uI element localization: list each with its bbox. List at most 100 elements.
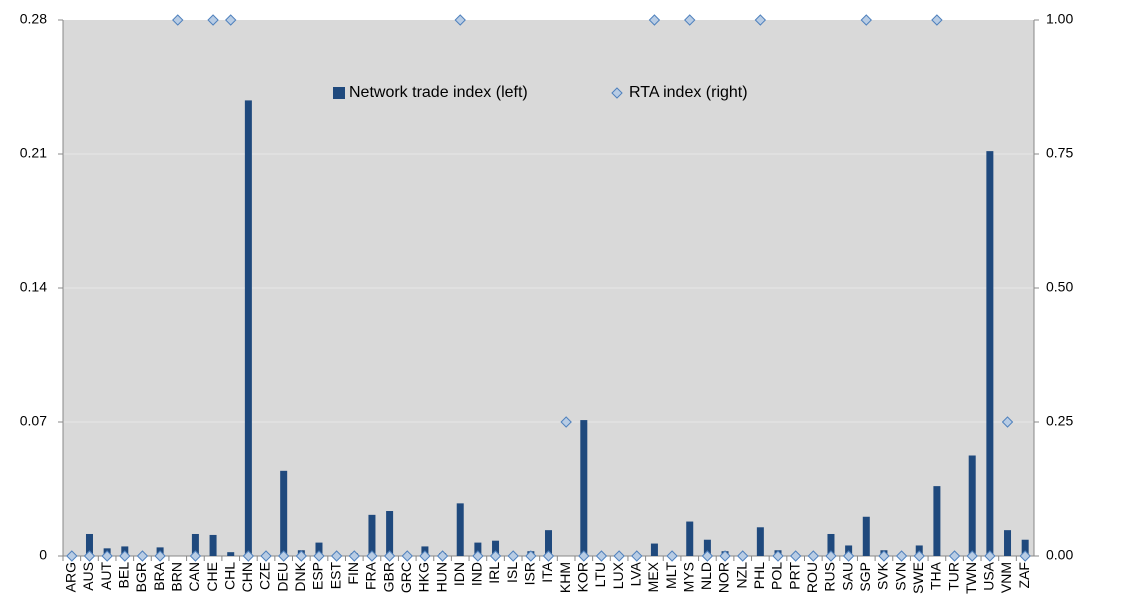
rta-marker	[419, 550, 431, 562]
rta-marker	[66, 550, 78, 562]
rta-marker	[613, 550, 625, 562]
bar	[280, 470, 288, 556]
rta-marker	[789, 550, 802, 562]
x-tick-label: SVN	[892, 562, 908, 591]
bar	[862, 516, 870, 556]
rta-marker	[172, 14, 184, 26]
y2-tick-label: 0.50	[1046, 279, 1073, 295]
bar	[315, 542, 323, 556]
x-tick-label: CHE	[204, 562, 220, 592]
x-tick-label: VNM	[998, 562, 1014, 593]
rta-marker	[83, 550, 96, 562]
y-tick-label: 0.28	[20, 11, 47, 27]
y2-tick-label: 0.75	[1046, 145, 1073, 161]
rta-marker	[313, 550, 325, 562]
rta-marker	[525, 550, 537, 562]
rta-marker	[207, 14, 219, 26]
x-tick-label: IND	[469, 562, 485, 586]
x-tick-label: SWE	[910, 562, 926, 594]
bar	[968, 455, 976, 556]
rta-marker	[489, 550, 502, 562]
legend-swatch	[333, 87, 345, 99]
bar	[756, 527, 764, 556]
bar	[827, 533, 835, 556]
x-tick-label: CHL	[221, 562, 237, 590]
x-tick-label: KOR	[575, 562, 591, 592]
bar	[191, 533, 199, 556]
bar	[227, 552, 235, 556]
rta-marker	[931, 14, 943, 26]
rta-marker	[507, 550, 519, 562]
x-tick-label: ITA	[539, 561, 555, 582]
rta-marker	[1001, 416, 1014, 428]
x-tick-label: NZL	[733, 562, 749, 589]
x-tick-label: FRA	[363, 561, 379, 590]
y2-tick-label: 1.00	[1046, 11, 1073, 27]
bar	[456, 503, 464, 556]
x-tick-label: SVK	[875, 561, 891, 590]
bar	[85, 533, 93, 556]
legend-label: RTA index (right)	[629, 84, 748, 101]
rta-marker	[454, 14, 466, 26]
rta-marker	[348, 550, 361, 562]
rta-marker	[842, 550, 855, 562]
bar	[1021, 539, 1029, 556]
x-tick-label: ZAF	[1016, 562, 1032, 588]
x-tick-label: SAU	[839, 562, 855, 591]
rta-marker	[736, 550, 749, 562]
y2-tick-label: 0.00	[1046, 547, 1073, 563]
rta-marker	[984, 550, 996, 562]
x-tick-label: USA	[981, 561, 997, 590]
rta-marker	[154, 550, 166, 562]
rta-marker	[136, 550, 149, 562]
rta-marker	[666, 550, 678, 562]
x-tick-label: NOR	[716, 562, 732, 593]
x-tick-label: ARG	[63, 562, 79, 592]
rta-marker	[295, 550, 308, 562]
x-tick-label: GBR	[380, 562, 396, 592]
x-tick-label: LUX	[610, 561, 626, 589]
bar	[703, 539, 711, 556]
rta-marker	[648, 14, 661, 26]
rta-marker	[948, 550, 961, 562]
bar	[209, 534, 217, 556]
x-tick-label: DNK	[292, 561, 308, 591]
rta-marker	[631, 550, 643, 562]
bar	[545, 530, 552, 556]
rta-marker	[754, 14, 767, 26]
x-tick-label: FIN	[345, 562, 361, 585]
x-tick-label: BGR	[133, 562, 149, 592]
rta-marker	[436, 550, 449, 562]
x-tick-label: ISR	[522, 562, 538, 585]
rta-marker	[578, 550, 590, 562]
bar	[933, 486, 941, 556]
x-tick-label: RUS	[822, 562, 838, 592]
bar	[686, 521, 694, 556]
x-tick-label: CHN	[239, 562, 255, 592]
x-tick-label: PHL	[751, 562, 767, 589]
y-tick-label: 0.07	[20, 413, 47, 429]
x-tick-label: EST	[327, 562, 343, 590]
x-tick-label: TWN	[963, 562, 979, 594]
rta-marker	[825, 550, 837, 562]
x-tick-label: BRA	[151, 561, 167, 590]
x-tick-label: BRN	[168, 562, 184, 592]
x-tick-label: DEU	[274, 562, 290, 592]
y-tick-label: 0.21	[20, 145, 47, 161]
rta-marker	[895, 550, 908, 562]
bar	[474, 542, 482, 556]
x-tick-label: GRC	[398, 562, 414, 593]
legend-marker	[611, 87, 623, 99]
x-tick-label: SGP	[857, 562, 873, 592]
x-tick-label: MYS	[680, 562, 696, 592]
bar	[386, 511, 394, 556]
x-tick-label: LVA	[627, 561, 643, 586]
x-tick-label: LTU	[592, 562, 608, 587]
rta-marker	[366, 550, 378, 562]
rta-marker	[807, 550, 820, 562]
rta-marker	[242, 550, 255, 562]
rta-marker	[684, 14, 696, 26]
x-tick-label: ESP	[310, 562, 326, 590]
rta-marker	[277, 550, 290, 562]
rta-marker	[119, 550, 131, 562]
